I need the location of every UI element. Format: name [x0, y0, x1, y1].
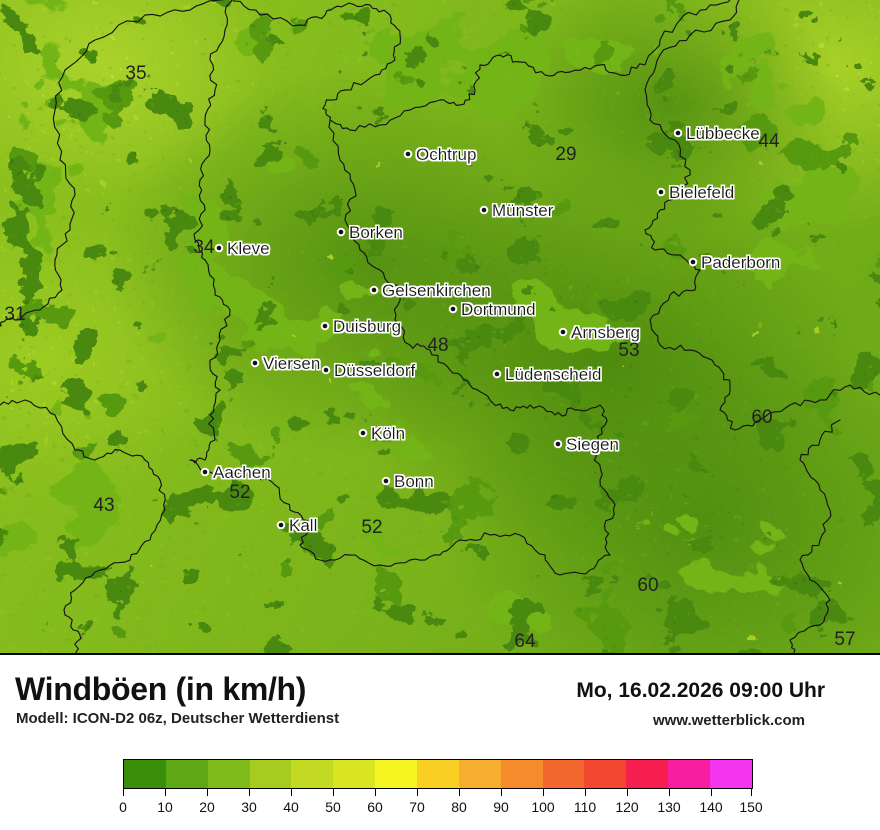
svg-text:Kall: Kall — [289, 516, 317, 535]
svg-text:Siegen: Siegen — [566, 435, 619, 454]
svg-text:Duisburg: Duisburg — [333, 317, 401, 336]
svg-text:34: 34 — [193, 237, 215, 258]
svg-text:57: 57 — [834, 629, 855, 650]
svg-text:Köln: Köln — [371, 424, 405, 443]
svg-text:Lübbecke: Lübbecke — [686, 124, 760, 143]
svg-text:Bonn: Bonn — [394, 472, 434, 491]
svg-text:35: 35 — [125, 63, 146, 84]
svg-text:Kleve: Kleve — [227, 239, 270, 258]
svg-text:Düsseldorf: Düsseldorf — [334, 361, 416, 380]
svg-text:Bielefeld: Bielefeld — [669, 183, 734, 202]
svg-text:Gelsenkirchen: Gelsenkirchen — [382, 281, 491, 300]
svg-text:Dortmund: Dortmund — [461, 300, 536, 319]
svg-text:48: 48 — [427, 335, 448, 356]
svg-text:44: 44 — [758, 131, 780, 152]
svg-text:52: 52 — [229, 482, 250, 503]
svg-text:52: 52 — [361, 517, 382, 538]
svg-text:Paderborn: Paderborn — [701, 253, 780, 272]
svg-text:31: 31 — [4, 304, 25, 325]
svg-text:Viersen: Viersen — [263, 354, 320, 373]
svg-text:Münster: Münster — [492, 201, 554, 220]
svg-text:60: 60 — [637, 575, 658, 596]
svg-text:53: 53 — [618, 340, 639, 361]
svg-text:Borken: Borken — [349, 223, 403, 242]
svg-text:60: 60 — [751, 407, 772, 428]
svg-text:29: 29 — [555, 144, 576, 165]
svg-text:Lüdenscheid: Lüdenscheid — [505, 365, 601, 384]
svg-text:Aachen: Aachen — [213, 463, 271, 482]
svg-text:64: 64 — [514, 631, 536, 652]
svg-text:Ochtrup: Ochtrup — [416, 145, 476, 164]
svg-text:43: 43 — [93, 495, 114, 516]
